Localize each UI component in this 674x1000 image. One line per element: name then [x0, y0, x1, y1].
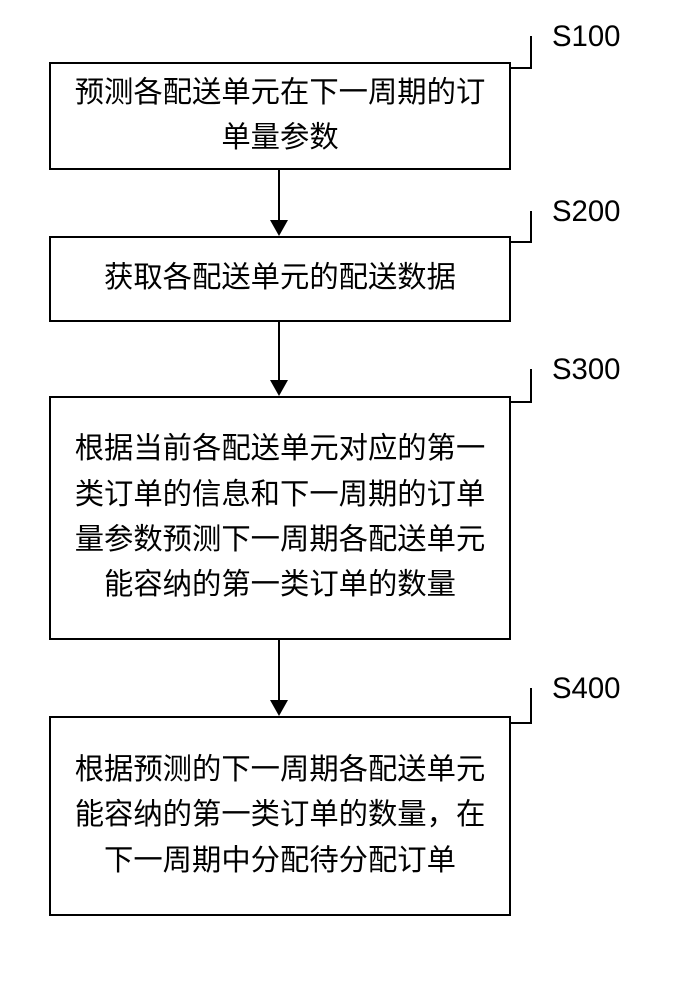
- step-label-s200: S200: [552, 195, 621, 229]
- leader-v-s100: [530, 36, 532, 67]
- step-label-s100: S100: [552, 20, 621, 54]
- leader-v-s300: [530, 369, 532, 401]
- step-label-s400: S400: [552, 672, 621, 706]
- arrow-shaft-s300-s400: [278, 640, 280, 700]
- step-box-s100: 预测各配送单元在下一周期的订单量参数: [49, 62, 511, 170]
- arrow-head-s200-s300: [270, 380, 288, 396]
- flowchart-canvas: 预测各配送单元在下一周期的订单量参数 S100 获取各配送单元的配送数据 S200 根据…: [0, 0, 674, 1000]
- leader-h-s400: [510, 722, 532, 724]
- step-text-s300: 根据当前各配送单元对应的第一类订单的信息和下一周期的订单量参数预测下一周期各配送…: [69, 427, 491, 609]
- step-text-s100: 预测各配送单元在下一周期的订单量参数: [69, 71, 491, 162]
- step-box-s300: 根据当前各配送单元对应的第一类订单的信息和下一周期的订单量参数预测下一周期各配送…: [49, 396, 511, 640]
- step-text-s200: 获取各配送单元的配送数据: [104, 256, 456, 301]
- arrow-head-s100-s200: [270, 220, 288, 236]
- arrow-shaft-s200-s300: [278, 322, 280, 380]
- step-label-s300: S300: [552, 353, 621, 387]
- step-text-s400: 根据预测的下一周期各配送单元能容纳的第一类订单的数量，在下一周期中分配待分配订单: [69, 748, 491, 884]
- step-box-s200: 获取各配送单元的配送数据: [49, 236, 511, 322]
- leader-h-s200: [510, 241, 532, 243]
- leader-h-s100: [510, 67, 532, 69]
- arrow-shaft-s100-s200: [278, 170, 280, 220]
- leader-h-s300: [510, 401, 532, 403]
- leader-v-s200: [530, 211, 532, 241]
- arrow-head-s300-s400: [270, 700, 288, 716]
- leader-v-s400: [530, 688, 532, 722]
- step-box-s400: 根据预测的下一周期各配送单元能容纳的第一类订单的数量，在下一周期中分配待分配订单: [49, 716, 511, 916]
